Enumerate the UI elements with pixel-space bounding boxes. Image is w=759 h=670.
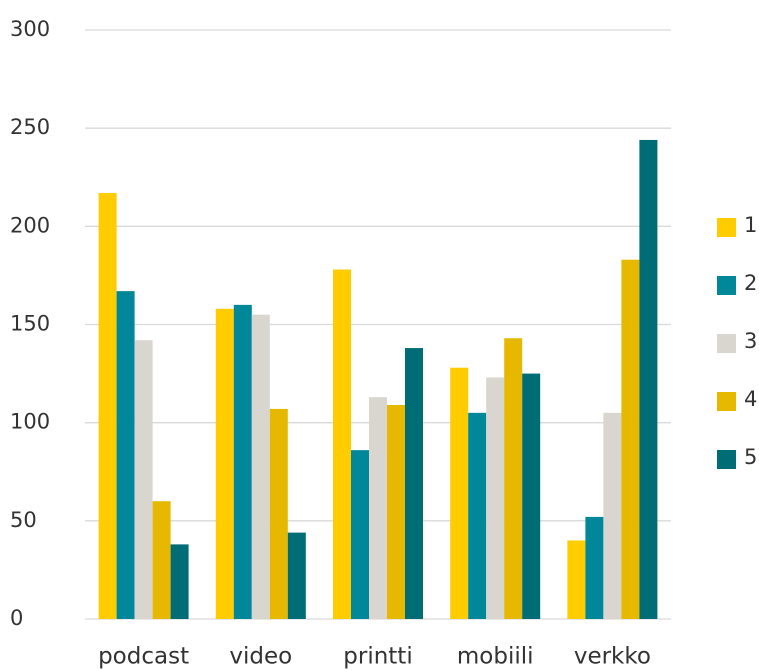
bar-printti-4 (387, 404, 405, 619)
legend-swatch (717, 450, 736, 469)
y-tick-label: 100 (10, 410, 50, 434)
bar-podcast-1 (98, 192, 117, 619)
bar-printti-5 (405, 348, 423, 619)
x-category-label: printti (343, 644, 412, 670)
bar-verkko-3 (603, 412, 622, 619)
y-tick-label: 250 (10, 115, 50, 139)
legend-label: 4 (744, 387, 757, 411)
y-tick-label: 50 (10, 508, 37, 532)
bar-podcast-5 (170, 544, 189, 619)
bars (98, 139, 658, 620)
bar-video-5 (287, 532, 306, 619)
bar-mobiili-4 (504, 338, 523, 619)
y-axis-tick-labels: 0 50 100 150 200 250 300 (10, 17, 50, 630)
x-category-label: podcast (98, 644, 189, 670)
bar-verkko-2 (585, 516, 604, 619)
bar-verkko-1 (567, 540, 586, 619)
legend: 1 2 3 4 5 (717, 213, 757, 469)
bar-mobiili-5 (522, 373, 541, 619)
bar-podcast-2 (116, 291, 135, 619)
bar-verkko-5 (639, 139, 658, 620)
y-tick-label: 300 (10, 17, 50, 41)
bar-printti-1 (333, 269, 351, 619)
legend-swatch (717, 334, 736, 353)
y-tick-label: 0 (10, 606, 23, 630)
x-category-label: verkko (574, 644, 651, 670)
bar-printti-3 (369, 397, 387, 619)
bar-video-4 (269, 408, 288, 619)
bar-printti-2 (351, 450, 369, 619)
y-tick-label: 200 (10, 213, 50, 237)
legend-label: 1 (744, 213, 757, 237)
bar-mobiili-2 (468, 412, 487, 619)
x-category-label: video (229, 644, 292, 670)
bar-podcast-3 (134, 340, 153, 619)
bar-video-1 (215, 308, 234, 619)
bar-video-3 (251, 314, 270, 619)
bar-video-2 (233, 304, 252, 619)
legend-swatch (717, 392, 736, 411)
legend-label: 3 (744, 329, 757, 353)
legend-swatch (717, 276, 736, 295)
bar-mobiili-1 (450, 367, 469, 619)
legend-swatch (717, 218, 736, 237)
legend-label: 5 (744, 445, 757, 469)
bar-verkko-4 (621, 259, 640, 619)
x-axis-category-labels: podcast video printti mobiili verkko (98, 644, 651, 670)
bar-podcast-4 (152, 501, 171, 619)
x-category-label: mobiili (457, 644, 534, 670)
legend-label: 2 (744, 271, 757, 295)
bar-mobiili-3 (486, 377, 505, 619)
y-tick-label: 150 (10, 312, 50, 336)
